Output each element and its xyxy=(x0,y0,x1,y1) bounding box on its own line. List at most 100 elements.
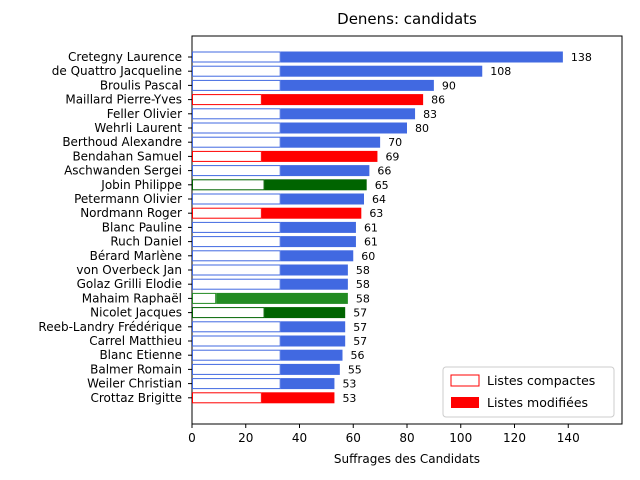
bar-1-modified xyxy=(280,65,483,77)
legend-frame xyxy=(442,366,615,418)
candidate-label: Berthoud Alexandre xyxy=(62,135,182,149)
bar-12-compact xyxy=(192,221,281,233)
bar-4-compact xyxy=(192,108,281,120)
candidate-label: Nicolet Jacques xyxy=(90,306,182,320)
bar-12-modified xyxy=(280,221,356,233)
bar-6-compact xyxy=(192,136,281,148)
bar-5-modified xyxy=(280,122,407,134)
bar-9-modified xyxy=(264,179,367,191)
value-label: 80 xyxy=(415,122,429,135)
candidate-label: Petermann Olivier xyxy=(74,192,182,206)
candidate-label: Bendahan Samuel xyxy=(72,149,182,163)
candidate-label: Ruch Daniel xyxy=(110,235,182,249)
bar-19-compact xyxy=(192,321,281,333)
value-label: 58 xyxy=(356,278,370,291)
bar-10-modified xyxy=(280,193,364,205)
value-labels: 1381089086838070696665646361616058585857… xyxy=(342,51,591,405)
value-label: 66 xyxy=(377,165,391,178)
x-tick-label: 0 xyxy=(188,431,196,445)
candidate-label: Golaz Grilli Elodie xyxy=(77,277,182,291)
value-label: 69 xyxy=(385,150,399,163)
bar-16-modified xyxy=(280,278,348,290)
value-label: 56 xyxy=(351,349,365,362)
bar-2-modified xyxy=(280,79,434,91)
legend-swatch-modifiees xyxy=(451,397,479,408)
value-label: 57 xyxy=(353,335,367,348)
candidate-label: Blanc Pauline xyxy=(102,220,182,234)
bar-13-modified xyxy=(280,236,356,248)
value-label: 58 xyxy=(356,264,370,277)
bar-8-modified xyxy=(280,165,370,177)
x-tick-label: 80 xyxy=(399,431,414,445)
value-label: 108 xyxy=(490,65,511,78)
x-tick-label: 120 xyxy=(503,431,526,445)
value-label: 55 xyxy=(348,363,362,376)
bar-20-modified xyxy=(280,335,346,347)
candidate-label: Weiler Christian xyxy=(87,377,182,391)
value-label: 64 xyxy=(372,193,386,206)
bar-4-modified xyxy=(280,108,416,120)
bar-24-modified xyxy=(261,392,335,404)
x-tick-label: 60 xyxy=(346,431,361,445)
x-axis-ticks: 0 20 40 60 80 100 120 140 xyxy=(188,424,580,445)
chart-title: Denens: candidats xyxy=(337,10,477,28)
bar-5-compact xyxy=(192,122,281,134)
candidate-label: Wehrli Laurent xyxy=(94,121,182,135)
candidate-label: Nordmann Roger xyxy=(80,206,182,220)
bar-14-compact xyxy=(192,250,281,262)
candidate-label: Feller Olivier xyxy=(107,107,182,121)
value-label: 86 xyxy=(431,94,445,107)
x-tick-label: 140 xyxy=(557,431,580,445)
bar-16-compact xyxy=(192,278,281,290)
bar-2-compact xyxy=(192,79,281,91)
value-label: 138 xyxy=(571,51,592,64)
x-tick-label: 100 xyxy=(449,431,472,445)
bar-14-modified xyxy=(280,250,354,262)
candidate-label: Bérard Marlène xyxy=(90,249,182,263)
candidate-label: von Overbeck Jan xyxy=(76,263,182,277)
bar-23-compact xyxy=(192,378,281,390)
bar-6-modified xyxy=(280,136,381,148)
bar-18-modified xyxy=(264,307,346,319)
legend-label-modifiees: Listes modifiées xyxy=(487,395,588,410)
candidate-label: Blanc Etienne xyxy=(99,348,182,362)
bar-11-compact xyxy=(192,207,262,219)
candidate-label: Mahaim Raphaël xyxy=(82,291,182,305)
candidate-label: Maillard Pierre-Yves xyxy=(65,93,182,107)
bar-1-compact xyxy=(192,65,281,77)
bar-0-modified xyxy=(280,51,563,63)
bar-9-compact xyxy=(192,179,265,191)
bar-15-modified xyxy=(280,264,348,276)
bar-0-compact xyxy=(192,51,281,63)
value-label: 53 xyxy=(342,392,356,405)
candidate-label: Broulis Pascal xyxy=(100,78,182,92)
value-label: 58 xyxy=(356,292,370,305)
bar-10-compact xyxy=(192,193,281,205)
candidate-label: Cretegny Laurence xyxy=(68,50,182,64)
x-tick-label: 40 xyxy=(292,431,307,445)
bar-18-compact xyxy=(192,307,265,319)
bar-15-compact xyxy=(192,264,281,276)
bar-21-modified xyxy=(280,349,343,361)
candidate-label: Crottaz Brigitte xyxy=(90,391,182,405)
legend-label-compactes: Listes compactes xyxy=(487,373,595,388)
x-tick-label: 20 xyxy=(238,431,253,445)
value-label: 83 xyxy=(423,108,437,121)
bar-3-compact xyxy=(192,94,262,106)
value-label: 63 xyxy=(369,207,383,220)
bar-17-modified xyxy=(216,292,348,304)
candidate-label: de Quattro Jacqueline xyxy=(52,64,182,78)
bar-19-modified xyxy=(280,321,346,333)
value-label: 57 xyxy=(353,307,367,320)
bar-20-compact xyxy=(192,335,281,347)
x-axis-label: Suffrages des Candidats xyxy=(334,452,480,466)
candidate-label: Carrel Matthieu xyxy=(89,334,182,348)
bar-7-compact xyxy=(192,150,262,162)
value-label: 61 xyxy=(364,236,378,249)
candidate-label: Jobin Philippe xyxy=(100,178,182,192)
bar-17-compact xyxy=(192,292,217,304)
bar-23-modified xyxy=(280,378,335,390)
value-label: 57 xyxy=(353,321,367,334)
